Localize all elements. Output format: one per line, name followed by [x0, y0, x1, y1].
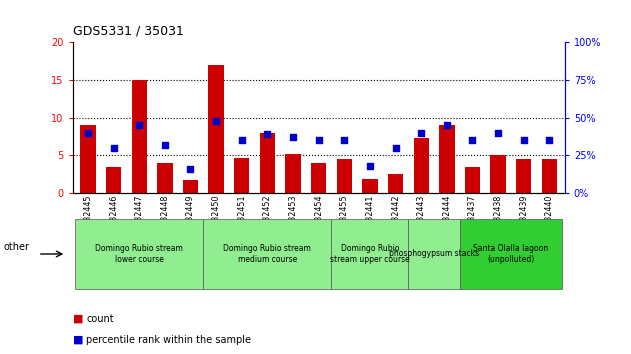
Text: GDS5331 / 35031: GDS5331 / 35031 [73, 25, 184, 38]
Bar [157, 163, 172, 193]
Point [416, 130, 427, 136]
Bar [541, 159, 557, 193]
Text: Santa Olalla lagoon
(unpolluted): Santa Olalla lagoon (unpolluted) [473, 244, 548, 264]
Point [237, 137, 247, 143]
Bar [131, 80, 147, 193]
Text: Domingo Rubio stream
lower course: Domingo Rubio stream lower course [95, 244, 183, 264]
Bar [208, 65, 224, 193]
Text: Domingo Rubio stream
medium course: Domingo Rubio stream medium course [223, 244, 311, 264]
Point [160, 142, 170, 148]
Point [262, 131, 273, 137]
Text: percentile rank within the sample: percentile rank within the sample [86, 335, 251, 345]
Point [186, 166, 196, 172]
Bar [516, 159, 531, 193]
Bar [388, 174, 403, 193]
Bar [106, 167, 121, 193]
Text: count: count [86, 314, 114, 324]
Point [83, 130, 93, 136]
Point [442, 122, 452, 128]
Point [545, 137, 555, 143]
Bar [260, 133, 275, 193]
Bar [362, 179, 377, 193]
Point [339, 137, 350, 143]
Point [314, 137, 324, 143]
Bar [234, 158, 249, 193]
Text: other: other [3, 242, 29, 252]
Point [134, 122, 144, 128]
Bar [439, 125, 454, 193]
Bar [183, 180, 198, 193]
Point [109, 145, 119, 151]
Bar [285, 154, 301, 193]
Point [288, 135, 298, 140]
Point [468, 137, 478, 143]
Point [391, 145, 401, 151]
Bar [465, 167, 480, 193]
Text: Domingo Rubio
stream upper course: Domingo Rubio stream upper course [330, 244, 410, 264]
Point [365, 163, 375, 169]
Text: ■: ■ [73, 314, 83, 324]
Bar [311, 163, 326, 193]
Point [211, 118, 221, 124]
Text: phosphogypsum stacks: phosphogypsum stacks [389, 250, 479, 258]
Bar [490, 155, 506, 193]
Bar [336, 159, 352, 193]
Text: ■: ■ [73, 335, 83, 345]
Point [493, 130, 503, 136]
Bar [80, 125, 96, 193]
Point [519, 137, 529, 143]
Bar [413, 138, 429, 193]
